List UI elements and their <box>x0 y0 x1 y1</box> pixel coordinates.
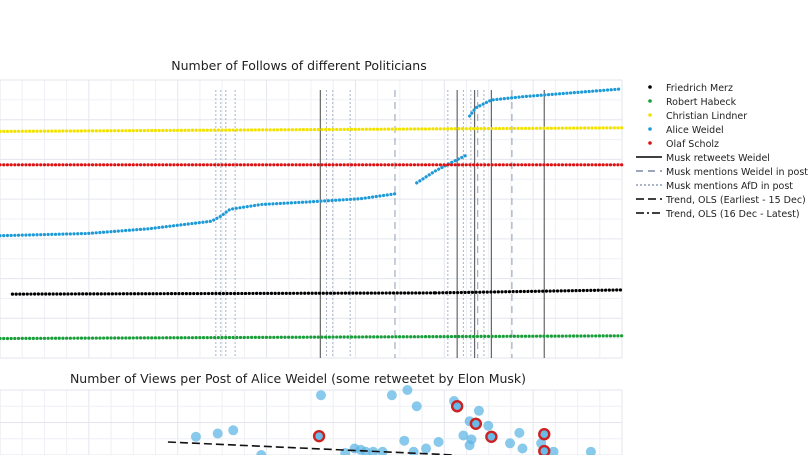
follows-chart-series <box>0 87 624 341</box>
views-point <box>399 435 410 446</box>
legend-item-trend-early[interactable]: Trend, OLS (Earliest - 15 Dec) <box>636 195 806 206</box>
series-track-weidel <box>0 191 400 238</box>
views-point <box>228 425 239 436</box>
legend-label-musk-mentions-weidel: Musk mentions Weidel in post <box>666 167 808 178</box>
legend-marker-weidel <box>648 127 652 131</box>
legend-label-merz: Friedrich Merz <box>666 83 733 94</box>
legend-label-habeck: Robert Habeck <box>666 97 737 108</box>
views-chart-points <box>190 385 596 455</box>
legend-marker-lindner <box>648 113 652 117</box>
views-point <box>483 420 494 431</box>
views-point <box>212 428 223 439</box>
legend-marker-merz <box>648 85 652 89</box>
legend-item-weidel[interactable]: Alice Weidel <box>648 125 724 136</box>
views-point <box>514 427 525 438</box>
views-point-musk-retweeted <box>312 429 326 443</box>
views-chart-grid <box>0 389 623 455</box>
views-point <box>402 385 413 395</box>
legend-label-musk-mentions-afd: Musk mentions AfD in post <box>666 181 793 192</box>
views-point <box>466 434 477 445</box>
views-point <box>386 390 397 401</box>
views-point <box>585 446 596 455</box>
views-point <box>315 390 326 401</box>
views-point-musk-retweeted <box>469 417 483 430</box>
series-track-habeck <box>0 334 624 341</box>
legend-label-scholz: Olaf Scholz <box>666 139 719 150</box>
series-track-lindner <box>0 126 624 133</box>
series-weidel <box>0 87 624 238</box>
legend-marker-scholz <box>648 141 652 145</box>
views-point <box>377 446 388 455</box>
series-track-weidel <box>415 153 469 185</box>
views-point-musk-retweeted <box>485 430 498 443</box>
legend-label-lindner: Christian Lindner <box>666 111 747 122</box>
legend-item-trend-late[interactable]: Trend, OLS (16 Dec - Latest) <box>636 209 800 220</box>
views-point-musk-retweeted <box>450 400 464 413</box>
views-point <box>458 430 469 441</box>
views-point <box>256 450 267 455</box>
legend-item-musk-retweets[interactable]: Musk retweets Weidel <box>636 153 770 164</box>
series-track-weidel <box>468 87 624 118</box>
legend-label-trend-early: Trend, OLS (Earliest - 15 Dec) <box>665 195 806 206</box>
views-point <box>190 431 201 442</box>
series-lindner <box>0 126 624 133</box>
musk-event-lines <box>215 90 545 358</box>
legend-label-weidel: Alice Weidel <box>666 125 724 136</box>
legend-label-trend-late: Trend, OLS (16 Dec - Latest) <box>665 209 800 220</box>
series-merz <box>10 288 624 296</box>
series-track-merz <box>10 291 437 296</box>
views-point <box>505 438 516 449</box>
views-point <box>517 443 528 454</box>
legend: Friedrich Merz Robert Habeck Christian L… <box>636 83 808 220</box>
follows-chart-grid <box>0 79 623 359</box>
views-point-musk-retweeted <box>538 444 551 455</box>
legend-item-musk-mentions-weidel[interactable]: Musk mentions Weidel in post <box>636 167 808 178</box>
follows-chart-title: Number of Follows of different Politicia… <box>171 58 427 73</box>
legend-marker-habeck <box>648 99 652 103</box>
legend-item-habeck[interactable]: Robert Habeck <box>648 97 737 108</box>
legend-item-lindner[interactable]: Christian Lindner <box>648 111 747 122</box>
series-track-merz <box>433 288 624 295</box>
views-point <box>473 405 484 416</box>
views-point <box>340 448 351 455</box>
views-point <box>548 446 559 455</box>
views-chart-title: Number of Views per Post of Alice Weidel… <box>70 371 526 386</box>
legend-label-musk-retweets: Musk retweets Weidel <box>666 153 770 164</box>
views-point <box>421 443 432 454</box>
views-point <box>433 437 444 447</box>
series-habeck <box>0 334 624 341</box>
legend-item-musk-mentions-afd[interactable]: Musk mentions AfD in post <box>636 181 793 192</box>
legend-item-merz[interactable]: Friedrich Merz <box>648 83 733 94</box>
views-point-musk-retweeted <box>538 428 551 441</box>
legend-item-scholz[interactable]: Olaf Scholz <box>648 139 719 150</box>
views-point <box>411 401 422 412</box>
